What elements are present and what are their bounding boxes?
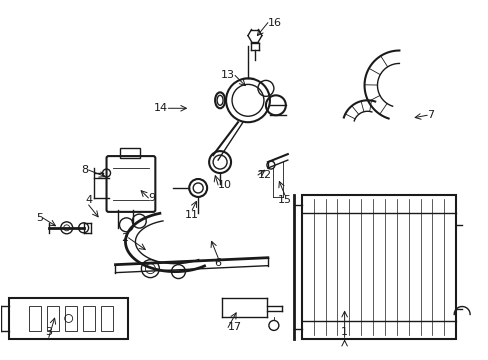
Bar	[301, 195, 455, 339]
Text: 15: 15	[277, 195, 291, 205]
Bar	[29, 306, 41, 332]
Text: 7: 7	[427, 110, 433, 120]
Bar	[120, 148, 140, 158]
Bar	[64, 306, 77, 332]
Text: 6: 6	[214, 258, 221, 268]
Bar	[101, 306, 112, 332]
Text: 8: 8	[81, 165, 88, 175]
Text: 3: 3	[45, 327, 52, 337]
Text: 17: 17	[227, 323, 242, 332]
Text: 5: 5	[36, 213, 42, 223]
Bar	[47, 306, 59, 332]
Text: 1: 1	[341, 327, 347, 337]
Bar	[9, 298, 128, 339]
Text: 2: 2	[121, 233, 128, 243]
Bar	[82, 306, 94, 332]
Text: 11: 11	[185, 210, 199, 220]
Text: 14: 14	[154, 103, 168, 113]
Text: 10: 10	[218, 180, 232, 190]
Text: 9: 9	[148, 193, 155, 203]
Text: 12: 12	[258, 170, 271, 180]
Text: 16: 16	[267, 18, 282, 28]
Text: 13: 13	[221, 71, 235, 80]
Text: 4: 4	[85, 195, 92, 205]
